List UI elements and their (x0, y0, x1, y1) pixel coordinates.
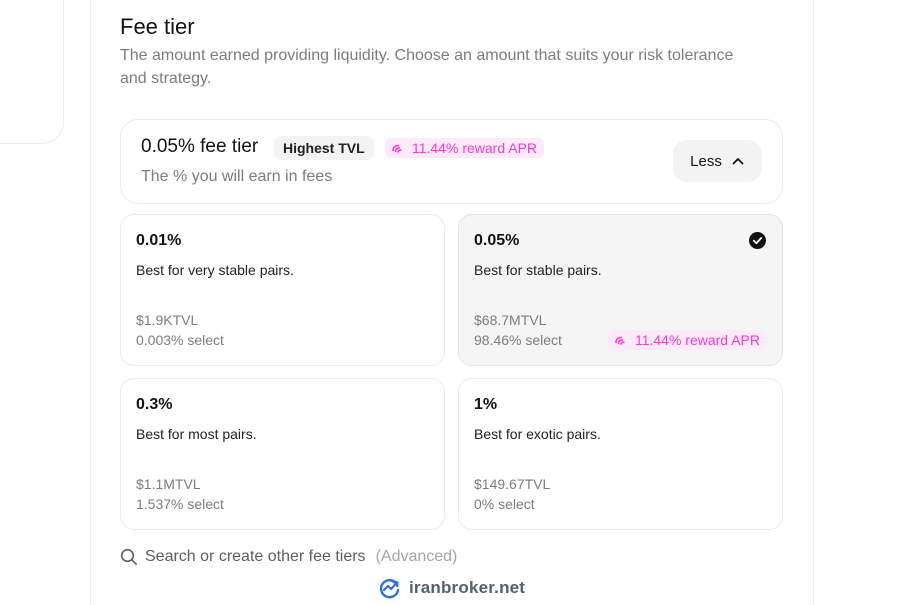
fee-tier-option-0-01[interactable]: 0.01% Best for very stable pairs. $1.9KT… (120, 214, 445, 366)
tier-description: Best for most pairs. (136, 426, 257, 442)
advanced-label: (Advanced) (375, 548, 458, 565)
fee-tier-option-0-05[interactable]: 0.05% Best for stable pairs. $68.7MTVL 9… (458, 214, 783, 366)
tier-select-rate: 0% select (474, 496, 535, 512)
reward-apr-text: 11.44% reward APR (634, 332, 760, 348)
tier-description: Best for stable pairs. (474, 262, 602, 278)
page-title: Fee tier (120, 14, 195, 39)
search-fee-tiers-link[interactable]: Search or create other fee tiers (Advanc… (120, 546, 457, 568)
tier-tvl: $1.1MTVL (136, 476, 201, 492)
tier-tvl: $149.67TVL (474, 476, 551, 492)
reward-apr-text: 11.44% reward APR (412, 140, 538, 156)
reward-star-icon (392, 144, 402, 153)
selected-tier-subtitle: The % you will earn in fees (141, 168, 333, 185)
tier-select-rate: 0.003% select (136, 332, 224, 348)
selected-fee-tier-summary: 0.05% fee tier Highest TVL 11.44% reward… (120, 119, 783, 204)
tier-select-rate: 98.46% select (474, 332, 562, 348)
reward-apr-badge: 11.44% reward APR (385, 138, 545, 158)
chevron-up-icon (732, 158, 744, 165)
fee-tier-option-0-3[interactable]: 0.3% Best for most pairs. $1.1MTVL 1.537… (120, 378, 445, 530)
less-toggle-button[interactable]: Less (673, 140, 762, 182)
tier-select-rate: 1.537% select (136, 496, 224, 512)
reward-star-icon (615, 336, 625, 345)
search-fee-tiers-label: Search or create other fee tiers (145, 548, 366, 565)
left-panel-fragment (0, 0, 64, 144)
check-circle-icon (749, 232, 766, 249)
tier-percentage: 0.05% (474, 232, 520, 249)
tier-percentage: 0.01% (136, 232, 182, 249)
reward-apr-badge: 11.44% reward APR (607, 330, 767, 350)
fee-tier-description: The amount earned providing liquidity. C… (120, 47, 734, 87)
tier-description: Best for exotic pairs. (474, 426, 601, 442)
search-icon (120, 548, 137, 565)
tier-percentage: 1% (474, 396, 498, 413)
tier-description: Best for very stable pairs. (136, 262, 294, 278)
tier-percentage: 0.3% (136, 396, 173, 413)
selected-tier-label: 0.05% fee tier (141, 136, 259, 157)
tier-tvl: $1.9KTVL (136, 312, 199, 328)
less-toggle-label: Less (690, 152, 722, 170)
tier-tvl: $68.7MTVL (474, 312, 547, 328)
iranbroker-logo-icon (379, 579, 400, 599)
fee-tier-option-1[interactable]: 1% Best for exotic pairs. $149.67TVL 0% … (458, 378, 783, 530)
watermark-text: iranbroker.net (409, 578, 526, 597)
watermark: iranbroker.net (378, 576, 525, 600)
highest-tvl-badge: Highest TVL (274, 136, 374, 160)
